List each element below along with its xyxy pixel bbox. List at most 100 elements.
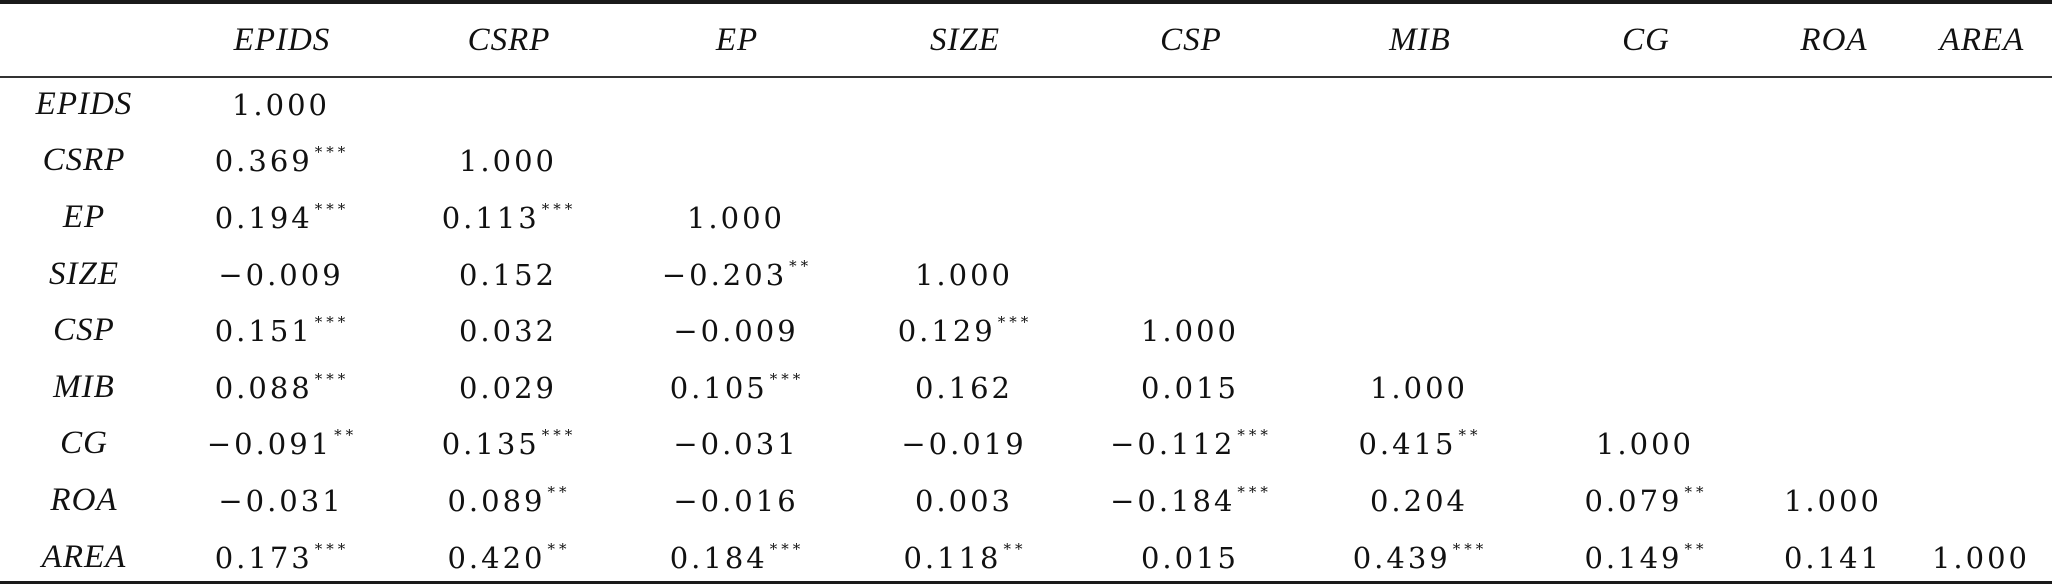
cell-value: 0.003 bbox=[914, 483, 1014, 518]
table-cell: −0.016 bbox=[622, 472, 852, 529]
column-header-mib: MIB bbox=[1389, 21, 1451, 58]
table-row: ROA −0.031 0.089 ** −0.016 0.003 −0.184 *** 0.20… bbox=[0, 472, 2052, 529]
table-cell bbox=[1536, 302, 1756, 359]
table-cell: −0.009 bbox=[622, 302, 852, 359]
significance-stars: *** bbox=[997, 313, 1033, 332]
column-header-roa: ROA bbox=[1800, 21, 1868, 58]
cell-value: 0.420 bbox=[447, 540, 546, 575]
table-cell: 1.000 bbox=[852, 246, 1078, 303]
cell-value: 0.173 bbox=[214, 540, 313, 575]
cell-value: 0.089 bbox=[447, 483, 546, 518]
table-cell: 1.000 bbox=[622, 189, 852, 246]
table-cell bbox=[1912, 189, 2052, 246]
row-label: CG bbox=[60, 425, 108, 462]
cell-value: 0.129 bbox=[897, 314, 996, 349]
column-header-area: AREA bbox=[1939, 21, 2025, 58]
cell-value: 0.105 bbox=[669, 370, 768, 405]
table-cell: −0.203 ** bbox=[622, 246, 852, 303]
table-cell bbox=[1756, 133, 1912, 190]
table-cell: 0.152 bbox=[396, 246, 622, 303]
table-cell bbox=[852, 76, 1078, 133]
significance-stars: *** bbox=[314, 369, 350, 388]
cell-value: 0.204 bbox=[1369, 483, 1469, 518]
cell-value: 1.000 bbox=[1369, 370, 1469, 405]
table-cell: 0.105 *** bbox=[622, 359, 852, 416]
cell-value: −0.019 bbox=[901, 427, 1027, 462]
table-row: EP 0.194 *** 0.113 *** 1.000 bbox=[0, 189, 2052, 246]
column-header-epids: EPIDS bbox=[233, 21, 331, 58]
table-row: AREA 0.173 *** 0.420 ** 0.184 *** 0.118 ** 0.015 0… bbox=[0, 529, 2052, 585]
cell-value: 0.032 bbox=[458, 314, 558, 349]
table-header-row: EPIDS CSRP EP SIZE CSP MIB CG ROA AREA bbox=[0, 4, 2052, 76]
cell-value: 0.369 bbox=[214, 144, 313, 179]
table-cell: 0.369 *** bbox=[168, 133, 396, 190]
cell-value: 0.135 bbox=[441, 427, 540, 462]
table-row: CSRP 0.369 *** 1.000 bbox=[0, 133, 2052, 190]
table-cell: 0.029 bbox=[396, 359, 622, 416]
column-header-corner bbox=[0, 4, 168, 76]
table-cell bbox=[1912, 416, 2052, 473]
table-cell: 0.204 bbox=[1304, 472, 1536, 529]
significance-stars: ** bbox=[1684, 539, 1708, 558]
table-cell: 1.000 bbox=[1756, 472, 1912, 529]
table-cell bbox=[1304, 133, 1536, 190]
table-cell bbox=[1756, 359, 1912, 416]
table-cell bbox=[1912, 246, 2052, 303]
row-label: CSRP bbox=[42, 142, 126, 179]
cell-value: 0.079 bbox=[1584, 483, 1683, 518]
significance-stars: *** bbox=[769, 369, 805, 388]
table-cell: 0.088 *** bbox=[168, 359, 396, 416]
significance-stars: *** bbox=[314, 199, 350, 218]
table-cell bbox=[1304, 189, 1536, 246]
table-cell bbox=[1078, 76, 1304, 133]
table-row: EPIDS 1.000 bbox=[0, 76, 2052, 133]
significance-stars: ** bbox=[547, 482, 571, 501]
table-header-rule bbox=[0, 76, 2052, 78]
table-cell: −0.019 bbox=[852, 416, 1078, 473]
cell-value: 0.415 bbox=[1358, 427, 1457, 462]
table-cell: 0.079 ** bbox=[1536, 472, 1756, 529]
table-cell: −0.031 bbox=[168, 472, 396, 529]
table-cell bbox=[622, 133, 852, 190]
table-top-rule bbox=[0, 0, 2052, 4]
cell-value: 0.162 bbox=[914, 370, 1014, 405]
table-cell: −0.031 bbox=[622, 416, 852, 473]
correlation-table: EPIDS CSRP EP SIZE CSP MIB CG ROA AREA E… bbox=[0, 4, 2052, 585]
row-label: EP bbox=[62, 198, 106, 235]
table-cell: 1.000 bbox=[1536, 416, 1756, 473]
cell-value: 0.015 bbox=[1140, 540, 1240, 575]
table-cell bbox=[1912, 472, 2052, 529]
table-cell: 0.151 *** bbox=[168, 302, 396, 359]
cell-value: −0.009 bbox=[673, 314, 799, 349]
table-cell bbox=[1756, 189, 1912, 246]
table-cell: 0.015 bbox=[1078, 529, 1304, 585]
cell-value: 1.000 bbox=[458, 144, 558, 179]
table-cell bbox=[1536, 189, 1756, 246]
cell-value: 1.000 bbox=[231, 87, 331, 122]
column-header-csrp: CSRP bbox=[467, 21, 551, 58]
significance-stars: ** bbox=[1003, 539, 1027, 558]
significance-stars: *** bbox=[541, 426, 577, 445]
cell-value: 0.439 bbox=[1352, 540, 1451, 575]
cell-value: 0.088 bbox=[214, 370, 313, 405]
significance-stars: *** bbox=[541, 199, 577, 218]
table-cell bbox=[1912, 76, 2052, 133]
cell-value: 0.194 bbox=[214, 200, 313, 235]
table-cell bbox=[622, 76, 852, 133]
table-cell bbox=[1304, 246, 1536, 303]
cell-value: 1.000 bbox=[1140, 314, 1240, 349]
cell-value: 1.000 bbox=[1595, 427, 1695, 462]
table-cell: −0.009 bbox=[168, 246, 396, 303]
cell-value: −0.031 bbox=[218, 483, 344, 518]
table-cell bbox=[1912, 302, 2052, 359]
row-label: CSP bbox=[53, 312, 115, 349]
cell-value: −0.031 bbox=[673, 427, 799, 462]
table-cell: −0.112 *** bbox=[1078, 416, 1304, 473]
table-row: CSP 0.151 *** 0.032 −0.009 0.129 *** 1.000 bbox=[0, 302, 2052, 359]
table-cell: 0.003 bbox=[852, 472, 1078, 529]
table-cell: 0.135 *** bbox=[396, 416, 622, 473]
significance-stars: *** bbox=[769, 539, 805, 558]
table-cell bbox=[1304, 302, 1536, 359]
significance-stars: *** bbox=[1237, 426, 1272, 445]
cell-value: 1.000 bbox=[686, 200, 786, 235]
